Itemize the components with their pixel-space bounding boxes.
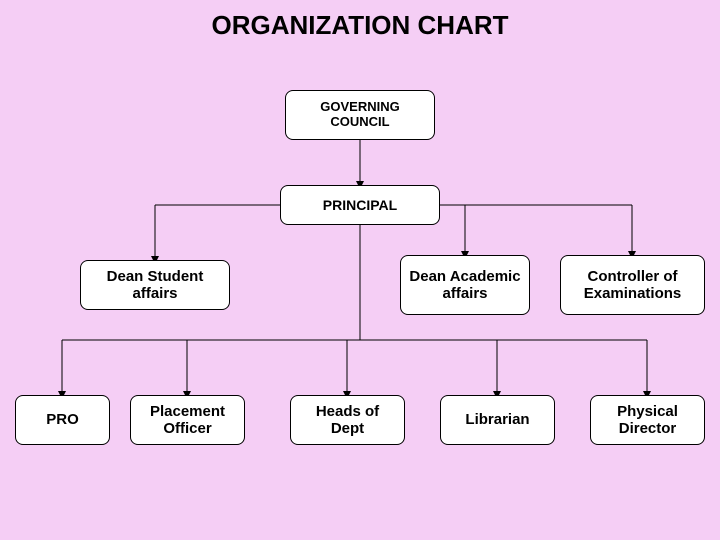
chart-title: ORGANIZATION CHART — [0, 10, 720, 41]
node-label: Dean Student affairs — [89, 268, 221, 303]
node-label: PRO — [46, 411, 79, 428]
node-dean-academic-affairs: Dean Academic affairs — [400, 255, 530, 315]
node-governing-council: GOVERNING COUNCIL — [285, 90, 435, 140]
node-label: Dean Academic affairs — [409, 268, 521, 303]
node-placement-officer: Placement Officer — [130, 395, 245, 445]
node-heads-of-dept: Heads of Dept — [290, 395, 405, 445]
node-pro: PRO — [15, 395, 110, 445]
node-label: Placement Officer — [139, 403, 236, 438]
node-label: GOVERNING COUNCIL — [294, 100, 426, 130]
node-label: PRINCIPAL — [323, 197, 397, 213]
node-physical-director: Physical Director — [590, 395, 705, 445]
node-label: Librarian — [465, 411, 529, 428]
node-label: Controller of Examinations — [569, 268, 696, 303]
node-dean-student-affairs: Dean Student affairs — [80, 260, 230, 310]
node-librarian: Librarian — [440, 395, 555, 445]
node-label: Physical Director — [599, 403, 696, 438]
node-controller-examinations: Controller of Examinations — [560, 255, 705, 315]
node-label: Heads of Dept — [299, 403, 396, 438]
node-principal: PRINCIPAL — [280, 185, 440, 225]
